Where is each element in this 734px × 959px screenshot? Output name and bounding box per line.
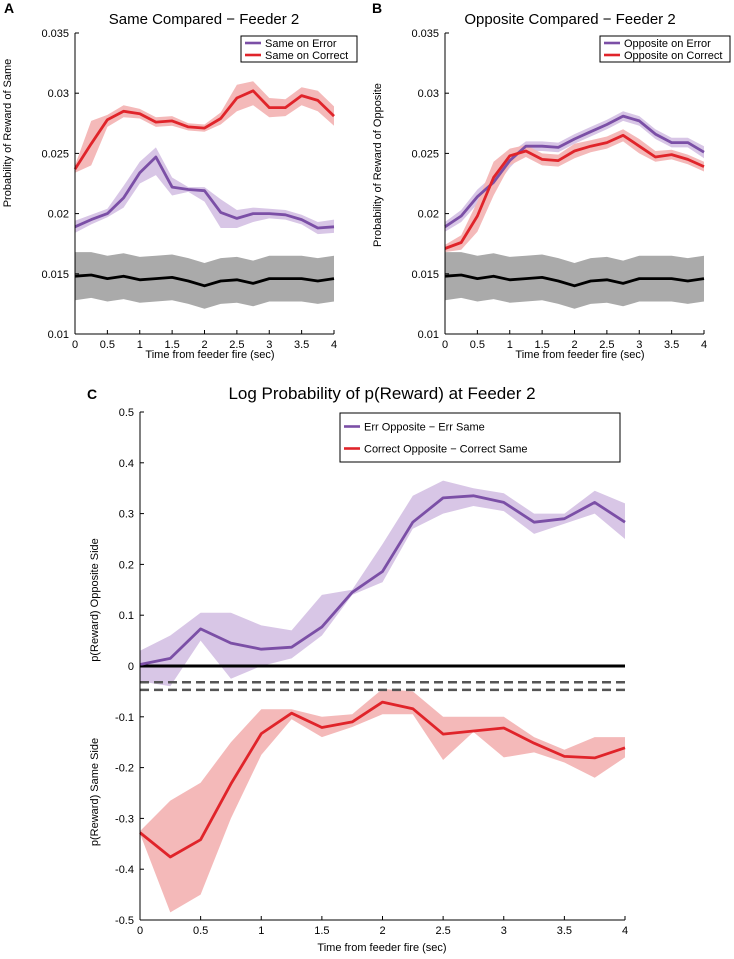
panel-b-x-tick-label-8: 4: [701, 339, 707, 351]
panel-b-x-tick-label-7: 3.5: [664, 339, 679, 351]
panel-b-y-tick-label-1: 0.015: [411, 269, 439, 281]
panel-b-y-tick-label-4: 0.03: [418, 88, 439, 100]
panel-c-ylabel-upper: p(Reward) Opposite Side: [89, 538, 101, 662]
panel-b: B Opposite Compared − Feeder 2 0 0.5 1 1.5 2…: [372, 0, 731, 361]
panel-c-x-tick-label-5: 2.5: [435, 925, 450, 937]
panel-c-legend-label-0: Err Opposite − Err Same: [364, 422, 485, 434]
panel-c: C Log Probability of p(Reward) at Feeder…: [87, 384, 628, 954]
panel-b-band-0: [445, 252, 704, 309]
panel-c-x-tick-label-7: 3.5: [557, 925, 572, 937]
panel-c-y-tick-label-7: 0.2: [119, 559, 134, 571]
panel-b-y-tick-label-2: 0.02: [418, 209, 439, 221]
panel-a-ylabel: Probability of Reward of Same: [2, 59, 14, 208]
panel-a-x-tick-label-8: 4: [331, 339, 337, 351]
panel-c-y-tick-label-3: -0.2: [115, 763, 134, 775]
panel-c-band-0: [140, 480, 625, 687]
panel-b-y-tick-label-3: 0.025: [411, 148, 439, 160]
panel-c-y-tick-label-5: 0: [128, 661, 134, 673]
panel-a-x-tick-label-1: 0.5: [100, 339, 115, 351]
panel-c-xlabel: Time from feeder fire (sec): [317, 942, 446, 954]
panel-b-x-tick-label-4: 2: [571, 339, 577, 351]
panel-a: A Same Compared − Feeder 2 0 0.5 1 1.5 2 2.5 3…: [2, 0, 358, 361]
panel-c-y-tick-label-1: -0.4: [115, 864, 134, 876]
panel-a-legend-box: [240, 35, 358, 63]
panel-c-x-tick-label-6: 3: [501, 925, 507, 937]
panel-a-x-tick-label-2: 1: [137, 339, 143, 351]
panel-c-x-tick-label-2: 1: [258, 925, 264, 937]
panel-a-y-tick-label-4: 0.03: [48, 88, 69, 100]
panel-b-x-tick-label-0: 0: [442, 339, 448, 351]
panel-a-x-tick-label-7: 3.5: [294, 339, 309, 351]
panel-c-y-tick-label-10: 0.5: [119, 407, 134, 419]
panel-a-legend-label-1: Same on Correct: [265, 50, 348, 62]
panel-c-plot: 0 0.5 1 1.5 2 2.5 3 3.5 4 -0.5 -0.4 -0.3 -0.2 -0.1 0 0.…: [115, 407, 628, 937]
panel-b-x-tick-label-6: 3: [636, 339, 642, 351]
panel-c-letter: C: [87, 386, 97, 402]
panel-c-y-tick-label-8: 0.3: [119, 509, 134, 521]
panel-c-x-tick-label-4: 2: [379, 925, 385, 937]
panel-c-ylabel-lower: p(Reward) Same Side: [89, 738, 101, 846]
panel-a-x-tick-label-3: 1.5: [164, 339, 179, 351]
panel-b-legend-box: [599, 35, 731, 63]
panel-c-series-line-1: [139, 700, 626, 859]
panel-a-series-line-2: [73, 89, 335, 170]
panel-a-band-0: [75, 252, 334, 309]
panel-b-letter: B: [372, 0, 382, 16]
panel-c-legend-label-1: Correct Opposite − Correct Same: [364, 444, 528, 456]
panel-b-plot: 0 0.5 1 1.5 2 2.5 3 3.5 4 0.01 0.015 0.02 0.025 0.03 0…: [411, 28, 731, 351]
panel-b-series-line-2: [444, 133, 705, 250]
panel-c-series-line-0: [139, 494, 626, 666]
panel-a-xlabel: Time from feeder fire (sec): [145, 349, 274, 361]
panel-a-y-tick-label-1: 0.015: [41, 269, 69, 281]
panel-b-x-tick-label-5: 2.5: [599, 339, 614, 351]
panel-a-x-tick-label-4: 2: [201, 339, 207, 351]
panel-b-legend-label-1: Opposite on Correct: [624, 50, 722, 62]
panel-b-series-line-0: [444, 273, 705, 288]
panel-c-x-tick-label-0: 0: [137, 925, 143, 937]
panel-c-y-tick-label-2: -0.3: [115, 813, 134, 825]
panel-a-y-tick-label-0: 0.01: [48, 329, 69, 341]
panel-b-x-tick-label-2: 1: [507, 339, 513, 351]
panel-b-legend-label-0: Opposite on Error: [624, 38, 711, 50]
panel-a-x-tick-label-6: 3: [266, 339, 272, 351]
panel-b-ylabel: Probability of Reward of Opposite: [372, 83, 384, 247]
panel-c-x-tick-label-1: 0.5: [193, 925, 208, 937]
panel-a-plot: 0 0.5 1 1.5 2 2.5 3 3.5 4 0.01 0.015 0.02 0.025 0.03 0…: [41, 28, 358, 351]
panel-a-letter: A: [4, 0, 14, 16]
panel-a-series-line-0: [74, 273, 335, 288]
panel-b-xlabel: Time from feeder fire (sec): [515, 349, 644, 361]
panel-c-x-tick-label-8: 4: [622, 925, 628, 937]
panel-c-y-tick-label-4: -0.1: [115, 712, 134, 724]
panel-b-y-tick-label-5: 0.035: [411, 28, 439, 40]
panel-c-title: Log Probability of p(Reward) at Feeder 2: [228, 384, 535, 403]
panel-c-y-tick-label-6: 0.1: [119, 610, 134, 622]
panel-c-legend-box: [339, 412, 621, 463]
panel-b-y-tick-label-0: 0.01: [418, 329, 439, 341]
panel-a-y-tick-label-3: 0.025: [41, 148, 69, 160]
panel-a-y-tick-label-2: 0.02: [48, 209, 69, 221]
panel-c-x-tick-label-3: 1.5: [314, 925, 329, 937]
panel-c-y-tick-label-0: -0.5: [115, 915, 134, 927]
panel-a-title: Same Compared − Feeder 2: [109, 11, 300, 28]
panel-a-x-tick-label-5: 2.5: [229, 339, 244, 351]
panel-b-x-tick-label-1: 0.5: [470, 339, 485, 351]
panel-a-y-tick-label-5: 0.035: [41, 28, 69, 40]
panel-a-x-tick-label-0: 0: [72, 339, 78, 351]
panel-b-title: Opposite Compared − Feeder 2: [464, 11, 675, 28]
panel-c-y-tick-label-9: 0.4: [119, 458, 134, 470]
panel-a-series-line-1: [74, 155, 335, 230]
panel-a-legend-label-0: Same on Error: [265, 38, 337, 50]
panel-c-band-1: [140, 688, 625, 913]
panel-b-x-tick-label-3: 1.5: [534, 339, 549, 351]
